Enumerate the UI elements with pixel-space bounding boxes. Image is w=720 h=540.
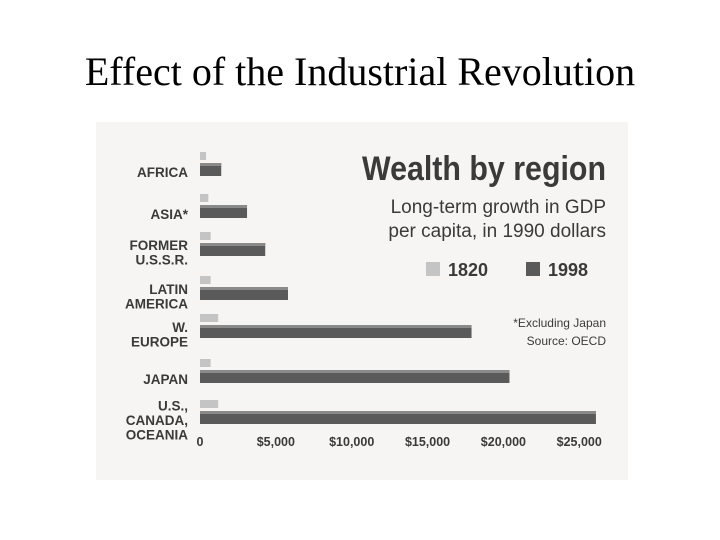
chart-title: Wealth by region (362, 150, 606, 188)
category-label: LATIN (149, 282, 188, 297)
bar-1998 (200, 163, 222, 176)
x-tick-label: 0 (197, 435, 204, 449)
bar-1998-highlight (200, 163, 222, 166)
category-label: ASIA* (150, 207, 188, 222)
bar-1998 (200, 411, 596, 424)
bar-1998-highlight (200, 287, 288, 290)
chart-figure: AFRICA ASIA* FORMER U.S.S.R. LATIN AMERICA W. E… (96, 122, 628, 480)
bar-1820 (200, 152, 207, 160)
bar-1998-highlight (200, 325, 472, 328)
chart-subtitle: per capita, in 1990 dollars (388, 221, 606, 242)
slide-title: Effect of the Industrial Revolution (84, 49, 636, 94)
legend-swatch-1998 (526, 262, 540, 276)
category-label: JAPAN (143, 372, 188, 387)
bar-1820 (200, 400, 219, 408)
category-label: W. (172, 320, 188, 335)
legend-swatch-1820 (426, 262, 440, 276)
x-tick-label: $15,000 (405, 435, 450, 449)
bar-1820 (200, 194, 209, 202)
bar-1998 (200, 325, 472, 338)
bar-1998-highlight (200, 370, 510, 373)
footnote: *Excluding Japan (513, 316, 606, 330)
category-label: OCEANIA (126, 428, 189, 443)
bar-1998 (200, 287, 288, 300)
bar-1998-highlight (200, 243, 266, 246)
x-tick-label: $10,000 (329, 435, 374, 449)
bar-1998-highlight (200, 205, 248, 208)
category-label: U.S.S.R. (135, 252, 188, 267)
x-tick-label: $25,000 (557, 435, 602, 449)
bar-1998 (200, 370, 510, 383)
category-label: CANADA, (126, 413, 188, 428)
bar-1820 (200, 232, 211, 240)
legend-label-1820: 1820 (448, 260, 488, 280)
bar-1998 (200, 205, 248, 218)
bar-1998-highlight (200, 411, 596, 414)
bar-1820 (200, 359, 211, 367)
bar-1820 (200, 314, 219, 322)
bar-1998 (200, 243, 266, 256)
category-label: EUROPE (131, 334, 188, 349)
source-note: Source: OECD (527, 334, 607, 348)
legend-label-1998: 1998 (548, 260, 588, 280)
bar-1820 (200, 276, 211, 284)
category-label: U.S., (158, 399, 188, 414)
category-label: FORMER (130, 238, 189, 253)
x-tick-label: $20,000 (481, 435, 526, 449)
x-tick-label: $5,000 (257, 435, 295, 449)
chart-subtitle: Long-term growth in GDP (391, 197, 606, 218)
category-label: AMERICA (125, 296, 188, 311)
category-label: AFRICA (137, 165, 188, 180)
